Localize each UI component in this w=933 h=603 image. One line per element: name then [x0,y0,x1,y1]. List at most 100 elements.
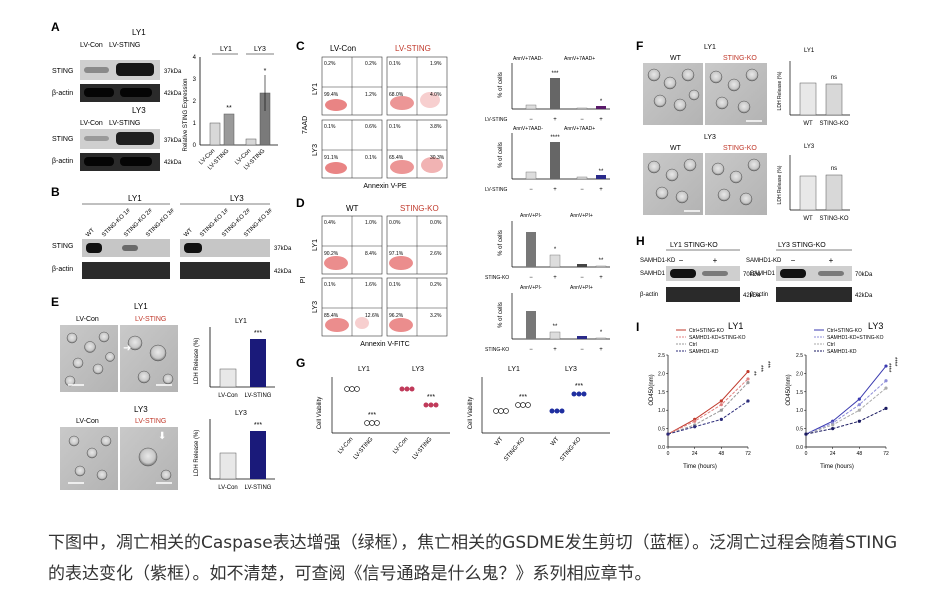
series-line [805,407,887,435]
x-axis-label: LV-STING [485,117,508,123]
flow-plot: 0.1% 0.6% 91.1% 0.1% [321,119,383,179]
line-chart-ly1: 0.0 0.5 1.0 1.5 2.0 2.5 0 24 48 72 [658,353,751,457]
blot-band [84,136,109,141]
blot-strip [82,262,170,279]
svg-text:SAMHD1-KD+STING-KO: SAMHD1-KD+STING-KO [827,335,884,341]
kda-label: 42kDa [164,91,182,97]
blot-band [84,67,109,73]
lane-label: WT [85,227,96,238]
chart-title: LY1 [235,318,247,325]
series-line [805,387,887,435]
bar [576,107,588,110]
bar [525,104,537,110]
svg-text:8.4%: 8.4% [365,251,377,257]
sign: − [580,117,584,123]
cells [647,68,761,206]
bar [595,337,607,340]
sig-mark: ns [831,166,837,172]
sig-mark: ** [599,169,604,175]
y-tick-label: 2.0 [796,371,803,377]
blot-band [84,157,114,166]
y-axis-label: % of cells [498,72,504,98]
image-label: WT [670,55,682,62]
data-point [831,427,835,431]
image-label: LV-Con [76,316,99,323]
lane-label: LV-Con [80,42,103,49]
kda-label: 42kDa [855,293,873,299]
x-cat: LV-STING [245,485,272,490]
panel-letter: E [51,295,59,309]
bar [799,175,817,211]
svg-text:2.6%: 2.6% [430,251,442,257]
x-cat: LV-STING [353,436,375,461]
sign: + [553,275,557,281]
kda-label: 37kDa [164,69,182,75]
sign: − [529,187,533,193]
svg-text:1.6%: 1.6% [365,282,377,288]
x-cat: LV-STING [245,393,272,399]
row-label: β-actin [52,266,73,273]
svg-text:0.1%: 0.1% [324,124,336,130]
blot-strip [666,287,740,302]
x-cat: LV-Con [392,436,409,455]
group-label: LY1 [508,366,520,373]
blot-strip [776,287,852,302]
kda-label: 37kDa [164,138,182,144]
cells [64,331,174,481]
row-label: STING [52,68,73,75]
row-label: β-actin [52,90,73,97]
tick-label: 3 [193,77,197,83]
series-line [805,380,887,435]
data-point [666,432,670,436]
data-point [746,377,750,381]
sig-mark: **** [550,135,560,141]
row-title-ly1: LY1 [134,302,148,311]
sign: + [599,275,603,281]
data-point [884,386,888,390]
x-cat: STING-KO [559,436,582,462]
row-title-ly1: LY1 [704,44,716,51]
svg-text:12.6%: 12.6% [365,313,380,319]
bar [549,331,561,340]
group-label: LY3 [254,46,266,53]
image-label: LV-Con [76,418,99,425]
y-axis-label: PI [300,277,307,284]
chart-title: LY3 [235,410,247,417]
svg-text:0.1%: 0.1% [389,61,401,67]
sig-mark: * [600,99,603,105]
x-cat: LV-Con [218,485,238,490]
svg-text:1.2%: 1.2% [365,92,377,98]
svg-text:0.0%: 0.0% [430,220,442,226]
x-cat: WT [494,436,505,447]
flow-plot: 0.1% 1.9% 68.0% 4.0% [386,56,448,116]
blot-band [670,269,696,278]
bar-title: AnnV+7AAD- [513,126,543,132]
sig-mark: *** [757,365,763,373]
panel-f: F LY1 WT STING-KO LY3 WT STING-KO LY1 LD… [636,39,850,222]
x-tick-label: 48 [719,451,725,457]
chart-title: LY1 [804,48,815,54]
data-point [857,419,861,423]
y-axis-label: OD450(nm) [649,374,655,405]
bar [825,83,843,116]
svg-text:0.1%: 0.1% [324,282,336,288]
bar [596,106,606,109]
dot-group [344,386,439,426]
x-cat: LV-Con [337,436,354,455]
lane-label: WT [183,227,194,238]
data-point [719,399,723,403]
blot-title-ly3: LY3 [132,106,146,115]
sign: − [580,347,584,353]
bar-title: AnnV+7AAD- [513,56,543,62]
lane-label: LV-STING [109,42,140,49]
group-label: LY3 [412,366,424,373]
x-cat: WT [803,121,813,127]
sign: + [713,256,718,265]
sig-mark: * [264,68,267,75]
y-axis-label: % of cells [498,142,504,168]
flow-plot: 0.4% 1.0% 90.2% 8.4% [321,215,383,275]
image-label: LV-STING [135,316,166,323]
caption-text: 下图中，凋亡相关的Caspase表达增强（绿框），焦亡相关的GSDME发生剪切（… [48,533,898,584]
bar [525,171,537,180]
blot-title-ly1: LY1 [128,194,142,203]
